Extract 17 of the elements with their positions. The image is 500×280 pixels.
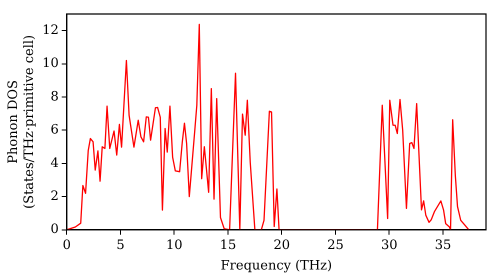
x-tick-label: 25 <box>327 238 344 253</box>
x-tick-label: 5 <box>116 238 125 253</box>
x-axis-title: Frequency (THz) <box>220 258 332 274</box>
x-tick-label: 15 <box>220 238 236 253</box>
y-tick-label: 0 <box>50 222 59 238</box>
y-tick-label: 10 <box>42 56 59 72</box>
x-tick-label: 20 <box>273 238 290 253</box>
x-tick-label: 0 <box>62 238 71 253</box>
y-tick-label: 2 <box>50 188 59 204</box>
y-tick-label: 6 <box>50 122 59 138</box>
x-tick-label: 30 <box>380 238 398 253</box>
y-tick-label: 8 <box>50 89 59 104</box>
x-tick-label: 10 <box>166 238 183 253</box>
y-axis-title: Phonon DOS (States/THz·primitive cell) <box>6 34 37 209</box>
x-tick-label: 35 <box>434 238 452 253</box>
y-tick-label: 12 <box>42 22 59 38</box>
y-tick-label: 4 <box>50 156 59 171</box>
